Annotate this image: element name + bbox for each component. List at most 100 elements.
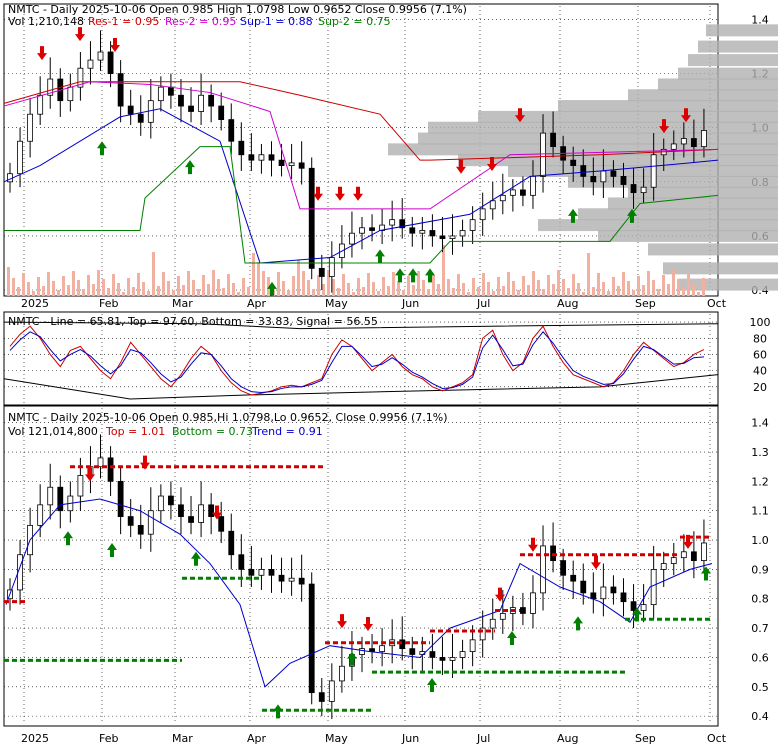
volume-bar bbox=[307, 280, 310, 296]
volume-bar bbox=[267, 277, 270, 296]
candle-body bbox=[610, 170, 617, 177]
x-tick-label: Mar bbox=[172, 297, 193, 310]
candle-body bbox=[278, 159, 285, 166]
volume-bar bbox=[97, 270, 100, 296]
candle-body bbox=[520, 607, 526, 614]
candle-body bbox=[670, 143, 677, 150]
candle-body bbox=[77, 67, 84, 88]
y-tick-label: 1.1 bbox=[751, 505, 769, 518]
sell-arrow-icon bbox=[313, 186, 323, 201]
sell-arrow-icon bbox=[659, 119, 669, 134]
x-tick-label: Aug bbox=[557, 732, 578, 745]
sell-arrow-icon bbox=[37, 46, 47, 61]
volume-bar bbox=[492, 291, 495, 296]
candle-body bbox=[238, 554, 245, 570]
trend-line bbox=[5, 498, 713, 688]
buy-arrow-icon bbox=[425, 268, 435, 283]
sell-arrow-icon bbox=[85, 467, 95, 482]
sell-arrow-icon bbox=[515, 108, 525, 123]
volume-profile-bar bbox=[628, 186, 778, 199]
candle-body bbox=[439, 235, 446, 240]
volume-bar bbox=[697, 292, 700, 296]
candle-body bbox=[318, 267, 325, 277]
volume-bar bbox=[77, 280, 80, 296]
candle-body bbox=[37, 504, 44, 526]
y-tick-label: 0.6 bbox=[751, 651, 769, 664]
volume-bar bbox=[317, 275, 320, 296]
candle-body bbox=[620, 175, 627, 185]
y-tick-label: 1.0 bbox=[751, 534, 769, 547]
candle-body bbox=[288, 162, 295, 166]
volume-bar bbox=[242, 278, 245, 296]
volume-bar bbox=[152, 252, 155, 296]
candle-body bbox=[570, 159, 577, 166]
candle-body bbox=[640, 604, 647, 611]
candle-body bbox=[168, 86, 174, 96]
sell-arrow-icon bbox=[495, 587, 505, 602]
volume-bar bbox=[57, 290, 60, 296]
candle-body bbox=[600, 170, 607, 183]
volume-bar bbox=[387, 286, 390, 296]
volume-bar bbox=[332, 279, 335, 296]
candle-body bbox=[157, 495, 164, 512]
candle-body bbox=[499, 613, 506, 620]
candle-body bbox=[208, 504, 215, 517]
volume-bar bbox=[572, 274, 575, 296]
volume-bar bbox=[127, 278, 130, 296]
buy-arrow-icon bbox=[375, 249, 385, 264]
volume-bar bbox=[657, 289, 660, 296]
candle-body bbox=[47, 486, 54, 506]
volume-bar bbox=[602, 282, 605, 296]
volume-profile-bar bbox=[628, 89, 778, 102]
candle-body bbox=[590, 175, 597, 183]
trend-candles bbox=[7, 434, 707, 720]
volume-bar bbox=[562, 279, 565, 296]
volume-profile-bar bbox=[663, 262, 778, 275]
buy-arrow-icon bbox=[273, 704, 283, 719]
trend-panel: 1.4 1.3 1.2 1.1 1.0 0.9 0.8 0.7 0.6 0.5 0.4 2025 Feb… bbox=[4, 408, 769, 745]
buy-arrow-icon bbox=[632, 607, 642, 622]
candle-body bbox=[137, 524, 144, 535]
sell-arrow-icon bbox=[212, 505, 222, 520]
candle-body bbox=[338, 665, 345, 682]
volume-bar bbox=[377, 291, 380, 296]
oscillator-header: NMTC - Line = 65.81, Top = 97.60, Bottom… bbox=[8, 315, 378, 328]
candle-body bbox=[429, 230, 436, 237]
volume-bar bbox=[117, 283, 120, 296]
volume-bar bbox=[557, 270, 560, 296]
volume-bar bbox=[482, 273, 485, 296]
candle-body bbox=[540, 132, 546, 177]
candle-body bbox=[308, 167, 315, 269]
volume-profile-bar bbox=[688, 54, 778, 67]
volume-bar bbox=[47, 272, 50, 296]
volume-bar bbox=[577, 283, 580, 296]
y-tick-label: 0.7 bbox=[751, 622, 769, 635]
candle-body bbox=[680, 551, 687, 559]
volume-bar bbox=[467, 292, 470, 296]
volume-bar bbox=[432, 275, 435, 296]
candle-body bbox=[298, 577, 305, 585]
candle-body bbox=[127, 105, 134, 115]
candle-body bbox=[590, 592, 597, 600]
volume-bar bbox=[647, 271, 650, 296]
candle-body bbox=[560, 560, 567, 576]
volume-bar bbox=[597, 273, 600, 296]
candle-body bbox=[620, 592, 627, 603]
volume-bar bbox=[52, 281, 55, 296]
sell-arrow-icon bbox=[681, 108, 691, 123]
candle-body bbox=[499, 194, 506, 202]
volume-bar bbox=[12, 278, 15, 296]
volume-bar bbox=[442, 245, 445, 296]
sell-arrow-icon bbox=[683, 534, 693, 549]
volume-bar bbox=[257, 262, 260, 296]
candle-body bbox=[188, 516, 194, 523]
candle-body bbox=[701, 542, 707, 561]
volume-bar bbox=[357, 278, 360, 296]
candle-body bbox=[530, 592, 536, 614]
y-tick-label: 20 bbox=[753, 381, 767, 394]
legend-res2: Res-2 = 0.95 bbox=[165, 15, 236, 28]
candle-body bbox=[650, 154, 657, 188]
candle-body bbox=[147, 510, 154, 535]
y-tick-label: 0.4 bbox=[751, 710, 769, 723]
